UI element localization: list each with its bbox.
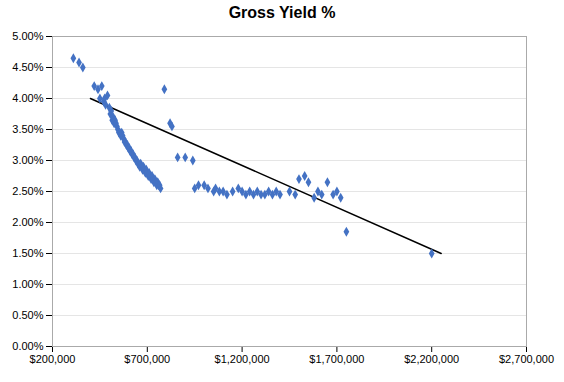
svg-text:$1,700,000: $1,700,000: [309, 353, 364, 365]
svg-text:$2,200,000: $2,200,000: [404, 353, 459, 365]
html-text:Gross Yield %: Gross Yield %: [228, 4, 336, 21]
svg-text:2.50%: 2.50%: [12, 185, 43, 197]
svg-text:1.50%: 1.50%: [12, 247, 43, 259]
svg-text:$1,200,000: $1,200,000: [215, 353, 270, 365]
svg-text:3.00%: 3.00%: [12, 154, 43, 166]
svg-text:0.00%: 0.00%: [12, 340, 43, 352]
svg-text:1.00%: 1.00%: [12, 278, 43, 290]
svg-text:$700,000: $700,000: [124, 353, 170, 365]
svg-text:2.00%: 2.00%: [12, 216, 43, 228]
svg-text:4.50%: 4.50%: [12, 61, 43, 73]
svg-text:4.00%: 4.00%: [12, 92, 43, 104]
svg-text:5.00%: 5.00%: [12, 30, 43, 42]
svg-text:3.50%: 3.50%: [12, 123, 43, 135]
svg-text:$2,700,000: $2,700,000: [499, 353, 554, 365]
svg-text:$200,000: $200,000: [30, 353, 76, 365]
svg-text:0.50%: 0.50%: [12, 309, 43, 321]
